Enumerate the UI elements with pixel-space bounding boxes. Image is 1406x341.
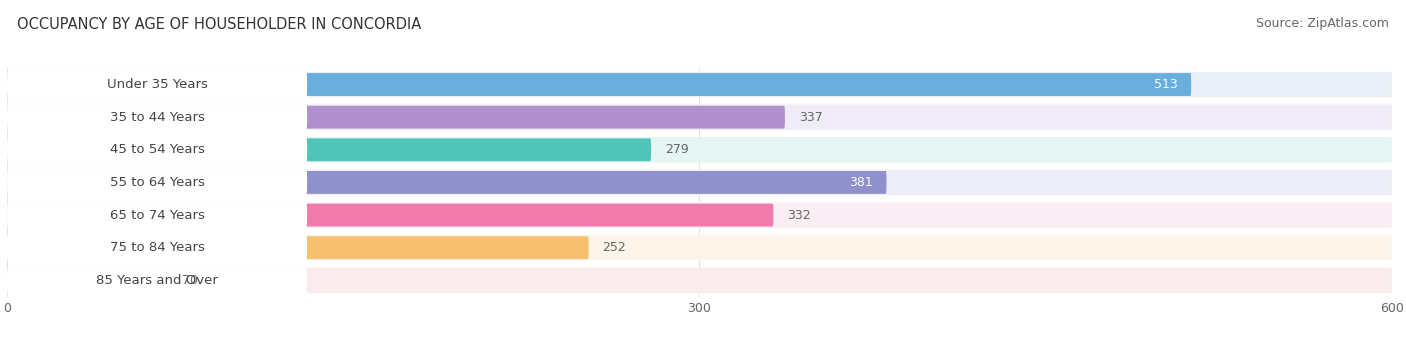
Text: Source: ZipAtlas.com: Source: ZipAtlas.com <box>1256 17 1389 30</box>
FancyBboxPatch shape <box>7 235 1392 261</box>
FancyBboxPatch shape <box>7 106 785 129</box>
FancyBboxPatch shape <box>7 202 307 228</box>
FancyBboxPatch shape <box>7 104 1392 130</box>
Text: 332: 332 <box>787 209 811 222</box>
Text: 45 to 54 Years: 45 to 54 Years <box>110 143 204 156</box>
FancyBboxPatch shape <box>7 171 886 194</box>
Text: Under 35 Years: Under 35 Years <box>107 78 208 91</box>
Text: OCCUPANCY BY AGE OF HOUSEHOLDER IN CONCORDIA: OCCUPANCY BY AGE OF HOUSEHOLDER IN CONCO… <box>17 17 422 32</box>
Text: 75 to 84 Years: 75 to 84 Years <box>110 241 204 254</box>
FancyBboxPatch shape <box>7 170 307 195</box>
FancyBboxPatch shape <box>7 137 1392 163</box>
FancyBboxPatch shape <box>7 202 1392 228</box>
Text: 252: 252 <box>603 241 626 254</box>
FancyBboxPatch shape <box>7 72 1392 97</box>
FancyBboxPatch shape <box>7 104 307 130</box>
FancyBboxPatch shape <box>7 204 773 226</box>
FancyBboxPatch shape <box>7 138 651 161</box>
Text: 55 to 64 Years: 55 to 64 Years <box>110 176 204 189</box>
Text: 65 to 74 Years: 65 to 74 Years <box>110 209 204 222</box>
Text: 35 to 44 Years: 35 to 44 Years <box>110 111 204 124</box>
Text: 513: 513 <box>1153 78 1177 91</box>
FancyBboxPatch shape <box>7 137 307 163</box>
FancyBboxPatch shape <box>7 72 307 97</box>
FancyBboxPatch shape <box>7 170 1392 195</box>
FancyBboxPatch shape <box>7 236 589 259</box>
Text: 381: 381 <box>849 176 873 189</box>
Text: 279: 279 <box>665 143 689 156</box>
FancyBboxPatch shape <box>7 73 1191 96</box>
FancyBboxPatch shape <box>7 268 307 293</box>
FancyBboxPatch shape <box>7 268 1392 293</box>
FancyBboxPatch shape <box>7 235 307 261</box>
Text: 85 Years and Over: 85 Years and Over <box>96 274 218 287</box>
Text: 70: 70 <box>183 274 198 287</box>
Text: 337: 337 <box>799 111 823 124</box>
FancyBboxPatch shape <box>7 269 169 292</box>
